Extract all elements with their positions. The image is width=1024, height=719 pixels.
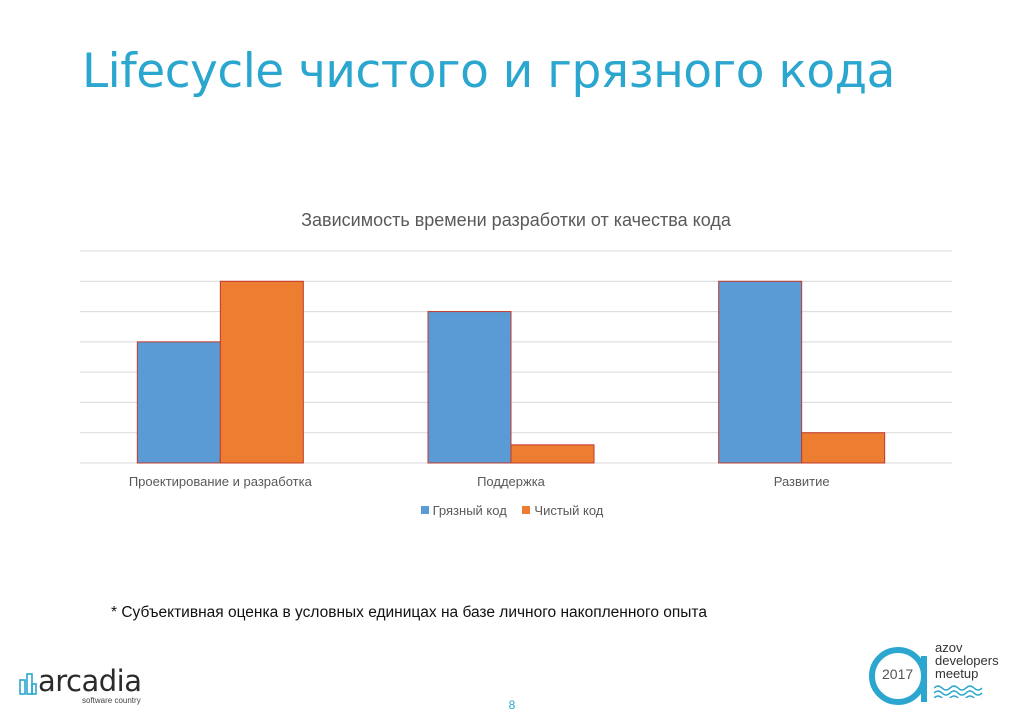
- bar-dirty-3: [718, 280, 803, 464]
- chart-title: Зависимость времени разработки от качест…: [301, 210, 731, 230]
- azov-line-3: meetup: [935, 666, 979, 681]
- arcadia-mark-icon: [19, 673, 37, 695]
- arcadia-wordmark: arcadia: [38, 664, 142, 698]
- azov-meetup-logo: 2017 azov developers meetup: [868, 641, 999, 710]
- footnote: * Субъективная оценка в условных единица…: [111, 604, 707, 621]
- azov-year: 2017: [882, 666, 914, 682]
- arcadia-logo: arcadia software country: [18, 664, 158, 708]
- chart-category-labels: Проектирование и разработка Поддержка Разв…: [129, 474, 830, 489]
- azov-a-icon: [869, 647, 927, 705]
- bar-dirty-2: [427, 311, 512, 464]
- bar-clean-3: [801, 432, 886, 464]
- page-number: 8: [508, 698, 516, 712]
- legend-swatch-clean: [522, 506, 531, 514]
- bar-dirty-1: [136, 341, 221, 464]
- bar-clean-2: [510, 444, 595, 464]
- legend-label-clean: Чистый код: [534, 502, 604, 518]
- azov-line-2: developers: [935, 653, 999, 668]
- waves-icon: [934, 685, 983, 698]
- legend-item-dirty: Грязный код: [420, 502, 507, 518]
- legend-label-dirty: Грязный код: [432, 502, 507, 518]
- chart-bars: [136, 280, 886, 464]
- category-label: Развитие: [774, 474, 830, 489]
- category-label: Поддержка: [477, 474, 546, 489]
- slide-title: Lifecycle чистого и грязного кода: [82, 44, 895, 99]
- azov-line-1: azov: [935, 640, 963, 655]
- arcadia-tagline: software country: [82, 696, 141, 705]
- category-label: Проектирование и разработка: [129, 474, 313, 489]
- legend-item-clean: Чистый код: [522, 503, 603, 518]
- bar-clean-1: [219, 280, 304, 464]
- legend-swatch-dirty: [420, 506, 429, 514]
- chart-legend: Грязный код Чистый код: [0, 502, 1024, 518]
- azov-text: azov developers meetup: [935, 641, 999, 680]
